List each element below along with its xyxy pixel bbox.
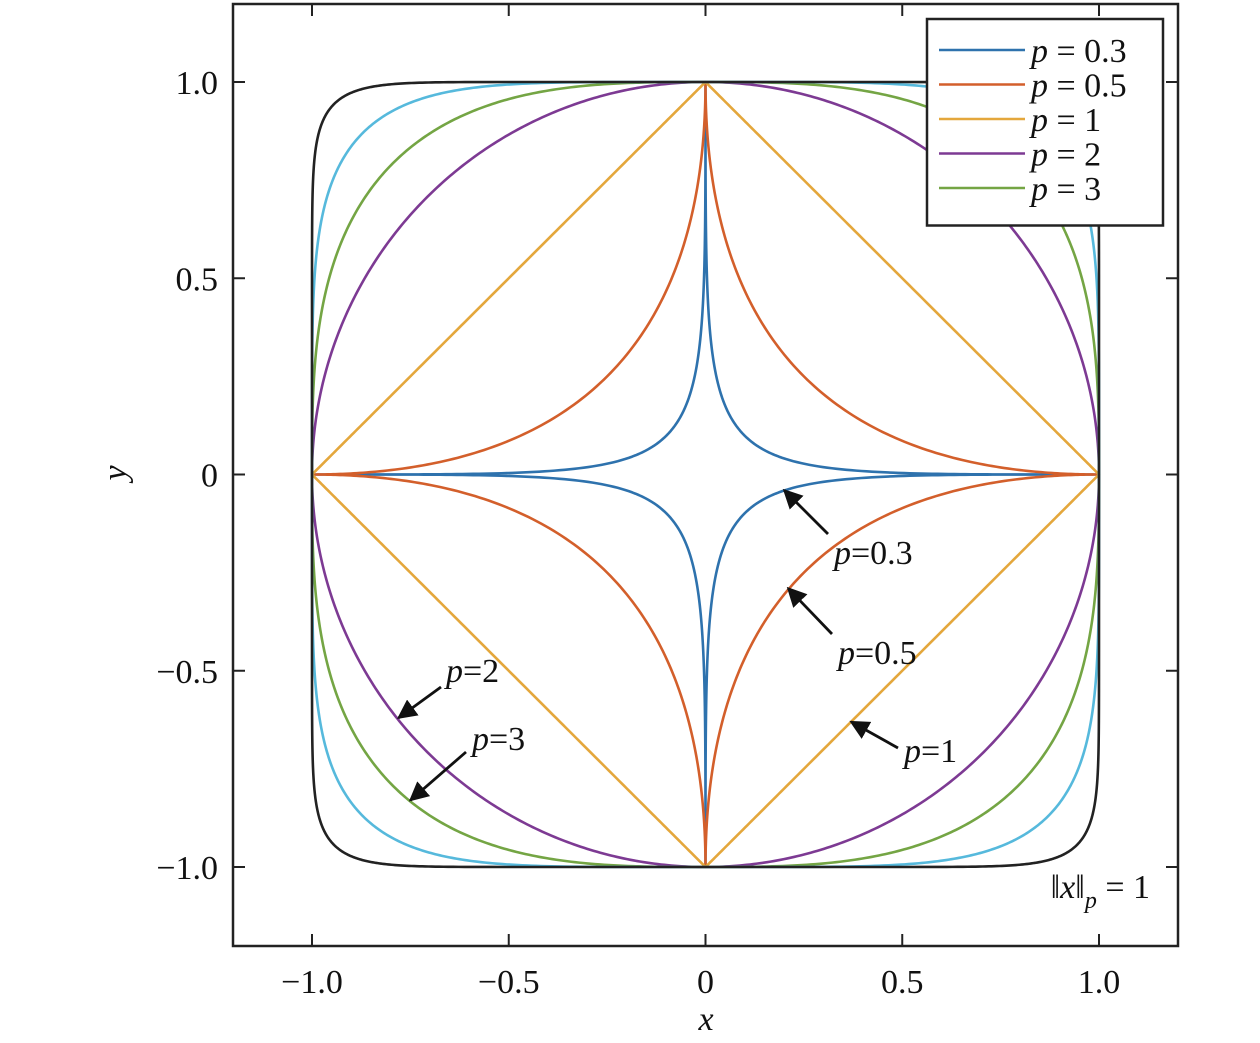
y-tick-label: −1.0 xyxy=(156,850,218,887)
y-tick-label: 0.5 xyxy=(176,261,219,298)
y-tick-label: −0.5 xyxy=(156,654,218,691)
annotation-arrow xyxy=(408,750,467,802)
curves-layer xyxy=(310,80,1101,869)
ticks-layer: −1.0 −0.5 0 0.5 1.0 −1.0 −0.5 0 0.5 1.0 xyxy=(156,4,1178,1001)
x-tick-label: 0 xyxy=(697,964,714,1001)
annotation-label: p=0.3 xyxy=(832,535,913,572)
equation-rhs: = 1 xyxy=(1097,869,1150,906)
legend-label: p = 0.3 xyxy=(1029,33,1127,70)
legend-box xyxy=(925,17,1165,227)
x-tick-label: 1.0 xyxy=(1078,964,1121,1001)
legend-label: p = 0.5 xyxy=(1029,68,1127,105)
equation-label: ‖x‖p = 1 xyxy=(1051,869,1150,914)
annotation-arrow xyxy=(396,685,442,720)
equation-norm-close: ‖ xyxy=(1075,869,1085,906)
annotation-arrow xyxy=(849,720,899,750)
annotation-label: p=0.5 xyxy=(836,635,917,672)
equation-norm-open: ‖ xyxy=(1051,869,1061,906)
y-tick-label: 0 xyxy=(201,458,218,495)
legend-label: p = 2 xyxy=(1029,137,1101,174)
y-tick-label: 1.0 xyxy=(176,65,219,102)
equation-var: x xyxy=(1059,869,1075,906)
annotation-label: p=1 xyxy=(902,733,957,770)
equation-subscript: p xyxy=(1083,888,1097,914)
legend-label: p = 1 xyxy=(1029,102,1101,139)
x-tick-label: 0.5 xyxy=(881,964,924,1001)
annotation-label: p=2 xyxy=(444,653,499,690)
legend: p = 0.3p = 0.5p = 1p = 2p = 3 xyxy=(925,17,1165,227)
svg-text:‖x‖p = 1: ‖x‖p = 1 xyxy=(1051,869,1150,914)
annotation-arrow xyxy=(786,586,834,635)
annotations-layer: p=0.3 p=0.5 p=1 p=2 p=3 xyxy=(396,488,957,802)
y-axis-label: y xyxy=(97,465,134,484)
x-tick-label: −0.5 xyxy=(478,964,540,1001)
annotation-arrow xyxy=(782,488,829,535)
x-tick-label: −1.0 xyxy=(281,964,343,1001)
legend-label: p = 3 xyxy=(1029,171,1101,208)
annotation-label: p=3 xyxy=(470,721,525,758)
x-axis-label: x xyxy=(697,1001,713,1038)
